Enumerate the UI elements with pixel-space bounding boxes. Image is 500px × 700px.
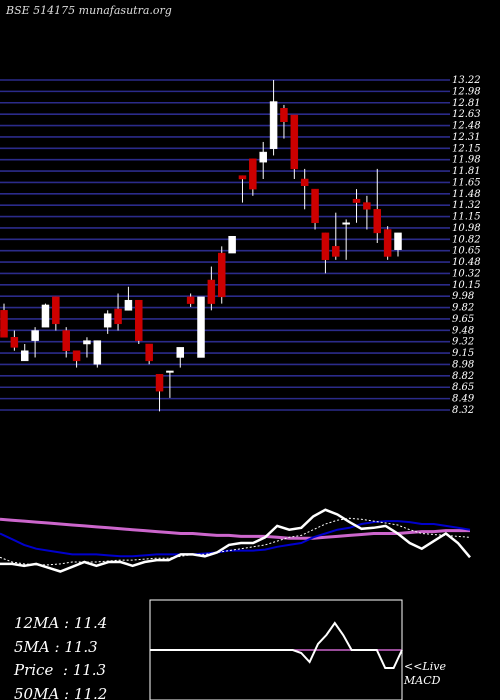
candle-body <box>280 108 288 123</box>
candle-body <box>114 308 122 325</box>
ma-fast-line <box>0 517 471 566</box>
candle-body <box>352 198 361 203</box>
y-tick-label: 11.15 <box>452 212 481 223</box>
price-line <box>0 508 471 573</box>
candle-body <box>52 296 60 325</box>
stat-price: Price : 11.3 <box>14 661 107 679</box>
stat-5ma: 5MA : 11.3 <box>14 637 98 656</box>
candle-body <box>124 299 133 311</box>
candle-body <box>72 350 81 362</box>
y-tick-label: 12.98 <box>452 86 481 97</box>
candle-body <box>259 151 267 163</box>
candle-body <box>228 235 236 254</box>
candle-body <box>176 347 185 358</box>
candle-body <box>31 330 39 341</box>
y-tick-label: 12.81 <box>452 98 481 109</box>
y-tick-label: 10.32 <box>452 268 481 279</box>
y-tick-label: 8.32 <box>452 405 474 416</box>
candle-body <box>269 101 278 149</box>
candle-body <box>10 337 19 348</box>
candle-body <box>0 310 8 338</box>
ma-long-line <box>0 517 470 540</box>
candle-body <box>342 222 350 225</box>
y-tick-label: 11.48 <box>452 189 481 200</box>
y-tick-label: 8.49 <box>452 394 475 405</box>
y-tick-label: 11.32 <box>452 200 481 211</box>
candle-body <box>103 313 112 328</box>
macd-label: <<Live MACD <box>404 660 446 688</box>
candle-body <box>321 232 330 261</box>
y-tick-label: 13.22 <box>452 75 481 86</box>
candle-body <box>20 350 29 362</box>
macd-label-line1: <<Live <box>404 660 446 673</box>
y-tick-label: 12.15 <box>452 143 481 154</box>
candle-body <box>83 340 91 345</box>
candle-body <box>300 178 309 186</box>
candle-body <box>332 246 340 257</box>
y-tick-label: 8.82 <box>452 371 474 382</box>
macd-label-line2: MACD <box>404 674 441 687</box>
y-tick-label: 10.98 <box>452 223 481 234</box>
candle-body <box>166 370 174 373</box>
candle-body <box>62 330 70 351</box>
chart-title: BSE 514175 munafasutra.org <box>6 4 172 17</box>
y-tick-label: 9.15 <box>452 348 474 359</box>
candle-body <box>186 296 195 304</box>
macd-line <box>150 621 403 669</box>
candle-body <box>238 175 247 180</box>
y-tick-label: 9.65 <box>452 314 474 325</box>
candle-body <box>383 229 392 257</box>
y-tick-label: 12.31 <box>452 132 481 143</box>
y-tick-label: 11.81 <box>452 166 481 177</box>
stat-50ma: 50MA : 11.2 <box>14 684 108 700</box>
candle-body <box>155 374 164 392</box>
candle-body <box>363 202 371 210</box>
y-tick-label: 10.65 <box>452 246 481 257</box>
candle-body <box>373 209 382 234</box>
y-tick-label: 9.98 <box>452 291 474 302</box>
candle-body <box>311 188 319 224</box>
candle-body <box>217 252 226 298</box>
y-tick-label: 9.82 <box>452 303 474 314</box>
y-tick-label: 12.48 <box>452 121 481 132</box>
candle-body <box>145 343 153 362</box>
y-tick-label: 8.98 <box>452 359 474 370</box>
y-tick-label: 10.15 <box>452 280 481 291</box>
y-tick-label: 8.65 <box>452 382 474 393</box>
y-tick-label: 9.32 <box>452 337 474 348</box>
candle-body <box>197 296 205 358</box>
stats-panel: 12MA : 11.4 5MA : 11.3 Price : 11.3 50MA… <box>14 612 107 700</box>
y-tick-label: 9.48 <box>452 325 474 336</box>
y-tick-label: 10.82 <box>452 234 481 245</box>
candle-body <box>207 279 216 304</box>
candle-body <box>249 158 257 190</box>
candle-body <box>93 340 102 365</box>
y-tick-label: 11.65 <box>452 177 481 188</box>
candle-body <box>135 299 143 341</box>
stat-12ma: 12MA : 11.4 <box>14 614 108 632</box>
candle-body <box>290 114 299 170</box>
y-tick-label: 10.48 <box>452 257 481 268</box>
ma-short-line <box>0 520 471 558</box>
candle-body <box>41 304 50 328</box>
y-tick-label: 12.63 <box>452 109 481 120</box>
candle-body <box>394 232 402 250</box>
y-tick-label: 11.98 <box>452 155 481 166</box>
